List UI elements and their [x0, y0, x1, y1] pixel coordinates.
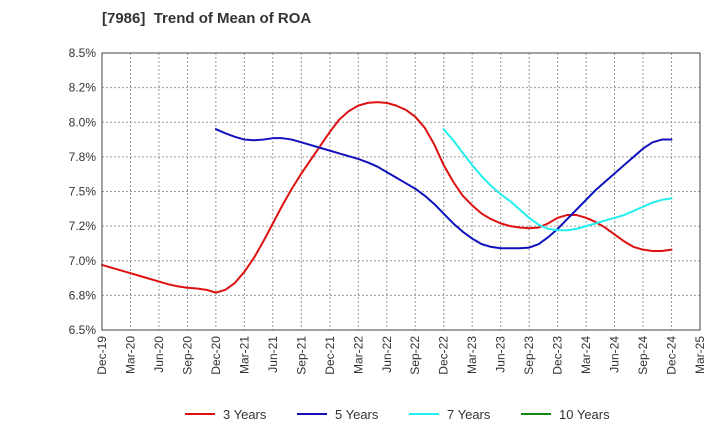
- x-tick-label: Jun-24: [608, 336, 622, 373]
- legend-label: 10 Years: [559, 407, 610, 422]
- x-tick-label: Jun-22: [380, 336, 394, 373]
- y-tick-label: 8.2%: [69, 81, 97, 95]
- x-tick-label: Sep-21: [294, 336, 308, 375]
- legend-label: 3 Years: [223, 407, 267, 422]
- legend-label: 5 Years: [335, 407, 379, 422]
- y-tick-label: 7.2%: [69, 219, 97, 233]
- y-tick-label: 8.0%: [69, 115, 97, 129]
- plot-frame: [101, 52, 701, 331]
- x-tick-label: Jun-20: [152, 336, 166, 373]
- x-tick-label: Dec-19: [95, 336, 109, 375]
- x-axis: Dec-19 Mar-20 Jun-20 Sep-20 Dec-20 Mar-21 Jun-…: [95, 336, 707, 375]
- series-line-3-years: [101, 101, 673, 294]
- x-tick-label: Jun-21: [266, 336, 280, 373]
- x-tick-label: Dec-24: [665, 336, 679, 375]
- series-line-5-years: [214, 128, 673, 250]
- legend-label: 7 Years: [447, 407, 491, 422]
- x-tick-label: Dec-20: [209, 336, 223, 375]
- x-tick-label: Mar-21: [237, 336, 251, 374]
- series-line-7-years: [442, 128, 673, 232]
- x-tick-label: Sep-20: [180, 336, 194, 375]
- series-layer: [101, 101, 673, 294]
- x-tick-label: Mar-24: [579, 336, 593, 374]
- y-tick-label: 7.0%: [69, 254, 97, 268]
- y-tick-label: 6.8%: [69, 288, 97, 302]
- x-tick-label: Dec-22: [437, 336, 451, 375]
- x-tick-label: Sep-24: [636, 336, 650, 375]
- x-tick-label: Dec-21: [323, 336, 337, 375]
- y-axis: 6.5% 6.8% 7.0% 7.2% 7.5% 7.8% 8.0% 8.2% 8.5%: [69, 46, 97, 337]
- y-tick-label: 7.8%: [69, 150, 97, 164]
- legend: 3 Years 5 Years 7 Years 10 Years: [185, 407, 610, 422]
- y-tick-label: 8.5%: [69, 46, 97, 60]
- x-tick-label: Mar-25: [693, 336, 707, 374]
- chart-title: [7986] Trend of Mean of ROA: [102, 10, 312, 27]
- x-tick-label: Mar-22: [351, 336, 365, 374]
- x-tick-label: Sep-23: [522, 336, 536, 375]
- y-tick-label: 6.5%: [69, 323, 97, 337]
- x-tick-label: Mar-20: [123, 336, 137, 374]
- x-tick-label: Sep-22: [408, 336, 422, 375]
- x-tick-label: Jun-23: [494, 336, 508, 373]
- y-tick-label: 7.5%: [69, 185, 97, 199]
- x-tick-label: Dec-23: [551, 336, 565, 375]
- x-tick-label: Mar-23: [465, 336, 479, 374]
